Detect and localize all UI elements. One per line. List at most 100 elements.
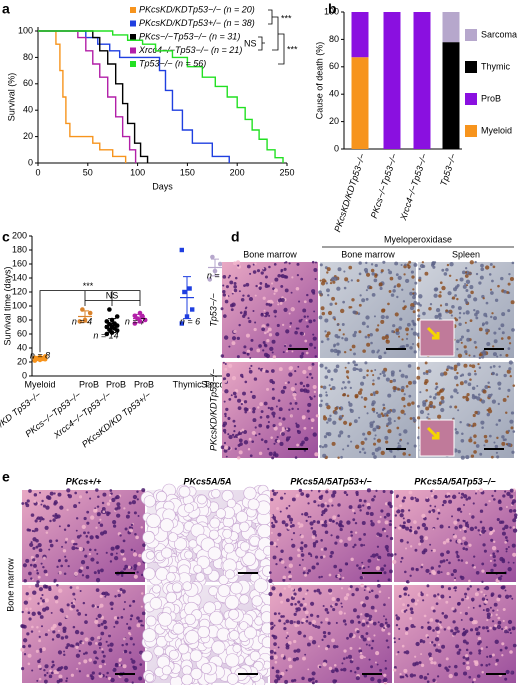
cell [320,513,324,517]
cell [484,503,488,507]
cell [403,651,407,654]
cell [38,587,44,592]
cell [370,519,373,523]
cell [425,388,429,392]
cell [277,273,281,278]
cell [48,674,53,679]
cell [65,646,69,650]
cell [385,639,389,642]
cell [31,529,35,533]
cell [282,351,285,354]
cell [63,665,68,671]
cell [354,521,358,525]
cell [364,585,367,588]
cell [69,586,73,589]
cell [44,585,48,588]
cell [35,649,39,653]
cell [70,601,74,605]
cell [363,656,366,659]
cell [291,679,295,683]
cell [132,552,138,557]
cell [397,416,401,420]
cell [138,553,142,558]
cell [465,665,471,671]
cell [271,521,274,525]
cell [263,309,266,312]
cell [81,641,85,645]
cell [127,626,132,630]
cell [323,520,327,524]
cell [417,436,421,440]
fat-cell [207,546,222,561]
cell [286,631,289,634]
cell [319,279,322,282]
cell [332,607,336,612]
cell [40,503,43,506]
cell [228,345,231,348]
cell [280,671,285,676]
cell [283,267,287,271]
cell [420,653,423,655]
cell [408,380,413,385]
cell [138,676,143,681]
cell [409,574,412,577]
cell [429,504,432,507]
cell [302,384,306,388]
cell [427,636,430,639]
cell [399,439,402,442]
y-tick-label: 80 [17,314,27,324]
cell [337,434,342,438]
cell [465,547,469,551]
error-bar [211,258,219,277]
cell [247,317,250,320]
cell [481,580,484,584]
cell [275,405,278,408]
cell [23,578,27,583]
cell [370,369,373,373]
fat-cell [211,640,226,655]
cell [426,496,429,500]
cell [370,263,374,266]
x-tick-label: PKcsKD/KDTp53−/− [332,152,367,233]
cell [293,639,297,644]
cell [314,452,319,457]
cell [441,612,445,615]
cell [505,550,508,553]
cell [238,438,243,443]
cell [57,650,63,655]
cell [496,455,500,459]
cell [398,326,402,330]
cell [394,526,397,529]
cell [79,534,82,537]
cell [300,541,304,545]
cell [347,401,351,404]
cell [454,664,458,669]
error-bar [81,310,89,323]
cell [284,492,286,495]
cell [279,496,284,500]
cell [357,504,362,509]
cell [464,611,468,616]
cell [222,275,227,279]
cell [297,600,301,604]
cell [91,604,95,608]
cell [65,615,69,619]
cell [408,453,411,457]
cell [447,587,452,591]
cell [414,655,417,658]
cell [460,542,463,545]
cell [459,338,463,342]
cell [350,279,353,282]
cell [88,658,93,662]
cell [335,669,339,673]
cell [447,291,452,296]
cell [377,324,380,327]
cell [301,415,306,420]
column-label: Spleen [452,249,480,259]
cell [424,361,428,365]
cell [85,566,90,570]
cell [334,602,338,606]
cell [418,661,422,665]
cell [405,384,409,388]
cell [232,261,237,266]
